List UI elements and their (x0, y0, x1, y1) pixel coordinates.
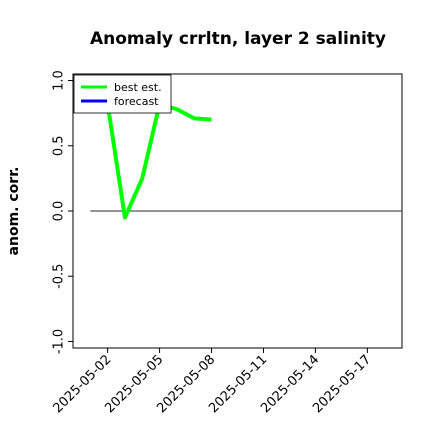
y-tick-label: 0.5 (52, 135, 67, 156)
legend-label-best-est: best est. (114, 81, 162, 94)
chart-title: Anomaly crrltn, layer 2 salinity (90, 29, 386, 49)
series-line-best-est- (105, 102, 212, 220)
y-tick-label: -0.5 (52, 264, 67, 289)
series-layer (105, 102, 212, 220)
legend: best est. forecast (73, 74, 172, 114)
legend-box (73, 74, 172, 114)
legend-label-forecast: forecast (114, 95, 159, 108)
y-axis-label: anom. corr. (6, 167, 22, 256)
y-tick-label: 0.0 (52, 201, 67, 222)
x-axis-ticks: 2025-05-022025-05-052025-05-082025-05-11… (50, 348, 374, 416)
y-tick-label: -1.0 (52, 329, 67, 354)
y-tick-label: 1.0 (52, 70, 67, 91)
y-axis-ticks: 1.0 0.5 0.0 -0.5 -1.0 (52, 70, 73, 354)
